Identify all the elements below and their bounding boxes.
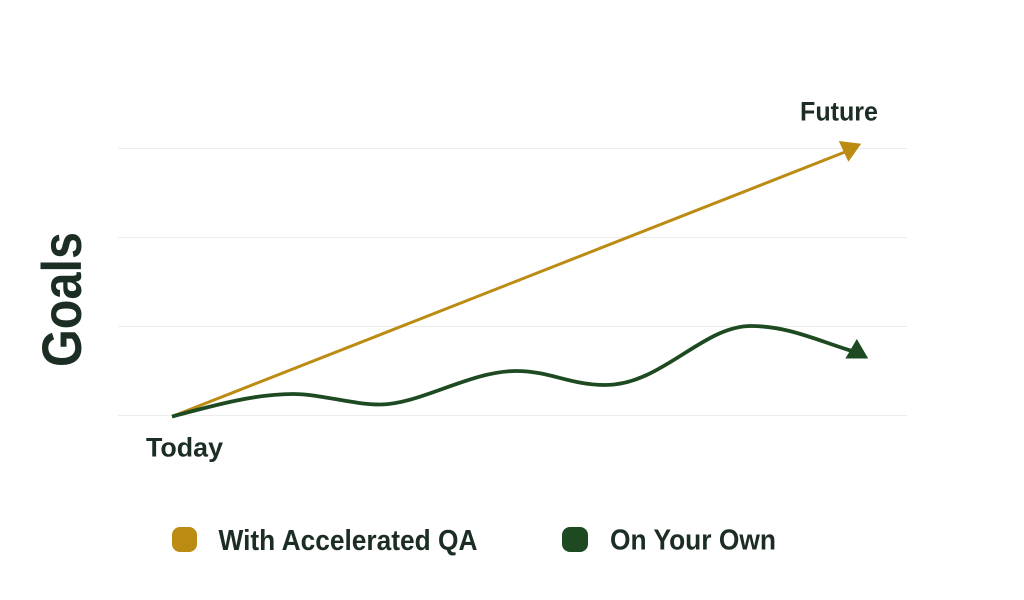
svg-text:Future: Future: [800, 97, 878, 127]
svg-text:Goals: Goals: [30, 232, 93, 367]
svg-text:On Your Own: On Your Own: [610, 525, 776, 557]
svg-text:Today: Today: [146, 433, 223, 463]
svg-text:With Accelerated QA: With Accelerated QA: [219, 525, 478, 557]
